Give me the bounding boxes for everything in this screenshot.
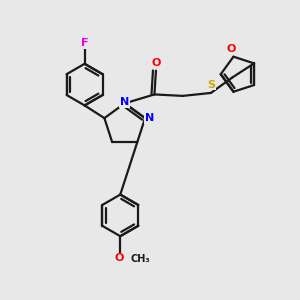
Text: S: S: [207, 80, 215, 90]
Text: O: O: [151, 58, 160, 68]
Text: N: N: [145, 113, 154, 123]
Text: CH₃: CH₃: [131, 254, 150, 264]
Text: O: O: [226, 44, 236, 54]
Text: N: N: [120, 97, 129, 107]
Text: O: O: [114, 254, 124, 263]
Text: F: F: [81, 38, 88, 48]
